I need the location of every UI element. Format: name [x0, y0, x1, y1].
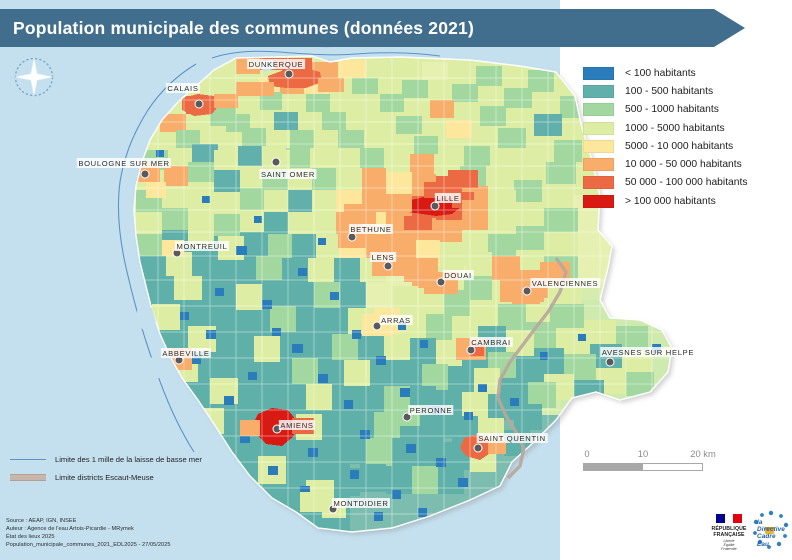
legend-item[interactable]: > 100 000 habitants — [583, 192, 748, 210]
city-label: SAINT QUENTIN — [476, 433, 548, 443]
compass-north-icon — [11, 54, 57, 100]
coastline-limit — [117, 63, 197, 453]
scale-tick-20: 20 km — [690, 448, 716, 459]
city-label: PERONNE — [408, 405, 454, 415]
legend-item[interactable]: 50 000 - 100 000 habitants — [583, 174, 748, 192]
district-border-icon — [10, 473, 46, 481]
population-class-legend: < 100 habitants 100 - 500 habitants 500 … — [583, 64, 748, 210]
source-line-2: Auteur : Agence de l'eau Artois-Picardie… — [6, 526, 134, 533]
source-line-3: État des lieux 2025 — [6, 534, 55, 541]
city-dot — [284, 69, 294, 79]
legend-label: 500 - 1000 habitants — [625, 104, 719, 116]
city-label: CAMBRAI — [469, 337, 513, 347]
scale-bar-ticks: 0 10 20 km — [583, 448, 715, 461]
city-dot — [271, 157, 281, 167]
city-dot — [522, 286, 532, 296]
legend-label: 10 000 - 50 000 habitants — [625, 159, 742, 171]
legend-swatch-500-1000 — [583, 103, 614, 117]
rf-line-2: FRANÇAISE — [713, 531, 745, 538]
legend-label: 5000 - 10 000 habitants — [625, 140, 734, 152]
legend-label: < 100 habitants — [625, 67, 696, 79]
legend-swatch-100-500 — [583, 84, 614, 98]
legend-swatch-1000-5000 — [583, 121, 614, 135]
city-label: ABBEVILLE — [160, 348, 212, 358]
city-label: LILLE — [434, 193, 462, 203]
legend-item[interactable]: 10 000 - 50 000 habitants — [583, 155, 748, 173]
line-legend-label: Limite districts Escaut-Meuse — [55, 472, 154, 482]
city-dot — [605, 357, 615, 367]
city-label: DUNKERQUE — [247, 59, 305, 69]
source-line-1: Source : AEAP, IGN, INSEE — [6, 518, 77, 524]
city-label: SAINT OMER — [259, 169, 317, 179]
legend-label: 50 000 - 100 000 habitants — [625, 177, 748, 189]
legend-swatch-10000-50000 — [583, 158, 614, 172]
legend-item[interactable]: 5000 - 10 000 habitants — [583, 137, 748, 155]
coast-offshore-line — [211, 50, 441, 59]
page-title: Population municipale des communes (donn… — [13, 17, 475, 38]
legend-item[interactable]: 1000 - 5000 habitants — [583, 119, 748, 137]
city-dot — [383, 261, 393, 271]
city-label: VALENCIENNES — [530, 278, 600, 288]
city-label: AVESNES SUR HELPE — [600, 347, 696, 357]
city-dot — [473, 443, 483, 453]
scale-bar-graphic — [583, 463, 703, 471]
scale-seg-empty — [643, 464, 702, 470]
dce-text-block: la Directive Cadre Eau — [757, 519, 789, 548]
logo-group: RÉPUBLIQUE FRANÇAISE Liberté Égalité Frate… — [703, 508, 789, 556]
city-label: MONTDIDIER — [331, 498, 391, 508]
legend-label: > 100 000 habitants — [625, 195, 716, 207]
source-line-4: Population_municipale_communes_2021_EDL2… — [6, 542, 171, 549]
legend-item[interactable]: 500 - 1000 habitants — [583, 101, 748, 119]
line-symbol-legend: Limite des 1 mille de la laisse de basse… — [10, 452, 202, 488]
district-border-escaut-meuse — [496, 257, 568, 480]
commune-boundaries — [134, 56, 672, 532]
city-dot — [372, 321, 382, 331]
city-label: BOULOGNE SUR MER — [76, 158, 172, 168]
dce-line-3: Eau — [757, 540, 770, 548]
source-credits: Source : AEAP, IGN, INSEE Auteur : Agenc… — [6, 517, 171, 549]
one-mile-limit-line-icon — [10, 456, 46, 463]
legend-label: 100 - 500 habitants — [625, 85, 714, 97]
dce-line-1: la Directive — [757, 519, 785, 534]
line-legend-item[interactable]: Limite districts Escaut-Meuse — [10, 470, 202, 484]
city-label: BETHUNE — [348, 224, 394, 234]
city-label: CALAIS — [165, 83, 201, 93]
legend-swatch-gt-100000 — [583, 194, 614, 208]
city-label: ARRAS — [379, 315, 413, 325]
legend-swatch-lt-100 — [583, 66, 614, 80]
city-dot — [140, 169, 150, 179]
dce-water-ring-icon — [753, 510, 789, 549]
city-label: LENS — [370, 252, 396, 262]
legend-label: 1000 - 5000 habitants — [625, 122, 725, 134]
legend-item[interactable]: 100 - 500 habitants — [583, 82, 748, 100]
scale-tick-10: 10 — [637, 448, 649, 459]
scale-tick-0: 0 — [584, 448, 590, 459]
line-legend-label: Limite des 1 mille de la laisse de basse… — [55, 454, 202, 464]
republique-francaise-logo: RÉPUBLIQUE FRANÇAISE Liberté Égalité Frate… — [707, 512, 751, 552]
scale-seg-filled — [584, 464, 643, 470]
legend-swatch-50000-100000 — [583, 176, 614, 190]
line-legend-item[interactable]: Limite des 1 mille de la laisse de basse… — [10, 452, 202, 466]
rf-line-1: RÉPUBLIQUE — [711, 525, 747, 532]
title-banner: Population municipale des communes (donn… — [0, 9, 745, 47]
city-label: DOUAI — [442, 270, 474, 280]
directive-cadre-eau-logo: la Directive Cadre Eau — [753, 510, 789, 554]
dce-line-2: Cadre — [757, 533, 776, 541]
city-dot — [436, 277, 446, 287]
legend-item[interactable]: < 100 habitants — [583, 64, 748, 82]
french-flag-icon — [716, 514, 743, 523]
scale-bar: 0 10 20 km — [583, 448, 716, 471]
city-dot — [194, 99, 204, 109]
city-dot — [402, 412, 412, 422]
city-label: AMIENS — [278, 420, 316, 430]
rf-motto: Liberté Égalité Fraternité — [721, 539, 737, 552]
legend-swatch-5000-10000 — [583, 139, 614, 153]
city-label: MONTREUIL — [174, 241, 230, 251]
